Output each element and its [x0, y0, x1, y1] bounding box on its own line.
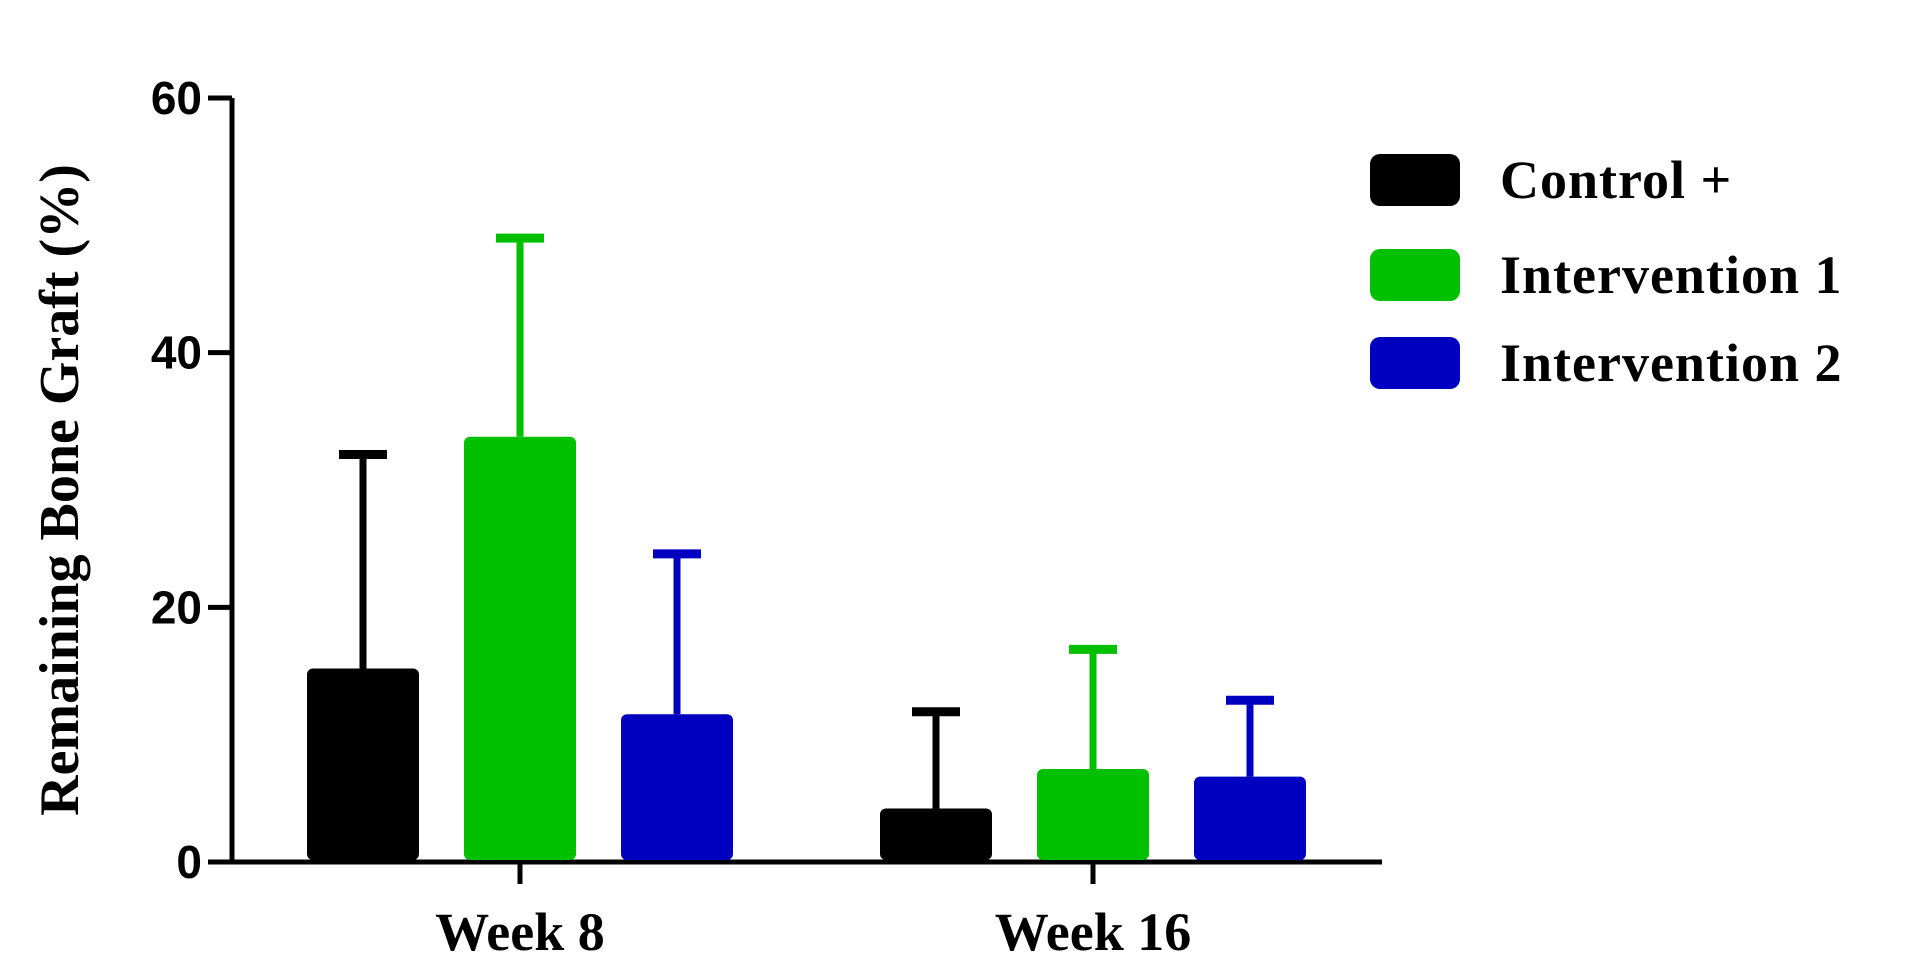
y-axis: 0 20 40 60 — [151, 72, 235, 888]
legend-swatch — [1370, 249, 1460, 301]
x-tick-label: Week 8 — [435, 902, 605, 962]
y-tick-label: 60 — [151, 72, 202, 124]
y-tick-label: 20 — [151, 581, 202, 633]
x-axis: Week 8 Week 16 — [230, 859, 1382, 962]
bar — [621, 714, 733, 860]
y-tick-label: 40 — [151, 327, 202, 379]
bar — [1194, 776, 1306, 860]
bar — [880, 808, 992, 860]
legend-swatch — [1370, 337, 1460, 389]
bar — [1037, 769, 1149, 860]
legend-label: Intervention 1 — [1500, 245, 1842, 305]
y-axis-label: Remaining Bone Graft (%) — [29, 164, 91, 816]
legend-label: Control + — [1500, 150, 1732, 210]
bar — [307, 668, 419, 860]
bars — [307, 233, 1306, 860]
bar — [464, 436, 576, 860]
legend: Control + Intervention 1 Intervention 2 — [1370, 150, 1842, 393]
x-tick-label: Week 16 — [995, 902, 1192, 962]
legend-label: Intervention 2 — [1500, 333, 1842, 393]
legend-swatch — [1370, 154, 1460, 206]
y-tick-label: 0 — [176, 836, 202, 888]
